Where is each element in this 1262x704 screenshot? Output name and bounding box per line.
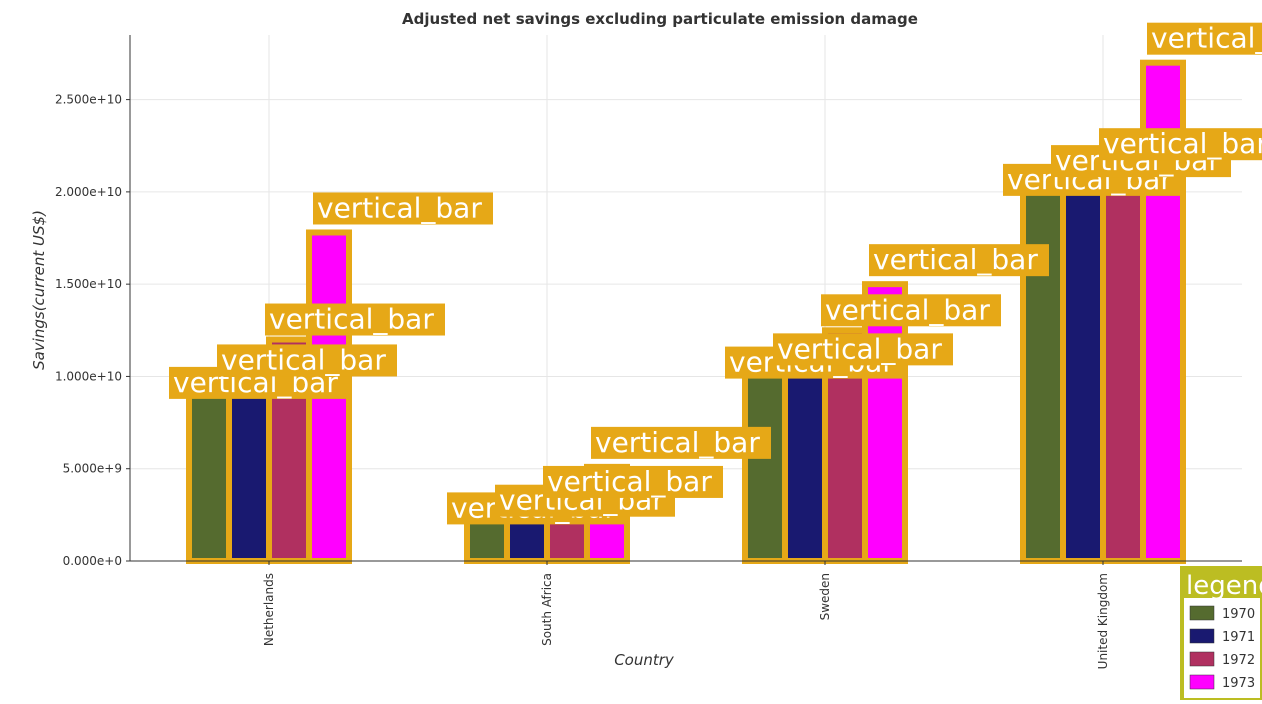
- bar-annotation-box: [217, 344, 397, 377]
- bar: [186, 391, 232, 565]
- legend-swatch: [1189, 605, 1215, 621]
- bar-annotation-label: vertical_bar: [547, 465, 712, 498]
- bar-annotation-box: [1147, 22, 1262, 55]
- bar-annotation-label: vertical_bar: [825, 293, 990, 326]
- bar-annotation-label: vertical_bar: [269, 303, 434, 336]
- bar-annotation-box: [265, 303, 445, 336]
- y-tick-label: 5.000e+9: [63, 462, 122, 476]
- axes-layer: 0.000e+0 5.000e+9 1.000e+10 1.500e+10 2.000e…: [55, 35, 1242, 669]
- bar-annotation-label: vertical_bar: [777, 332, 942, 365]
- bar: [226, 373, 272, 564]
- legend-swatch: [1189, 674, 1215, 690]
- bar-annotation-box: [821, 294, 1001, 327]
- legend: legend 1970 1971 1972 1973: [1180, 566, 1262, 702]
- bar-annotations-layer: vertical_barvertical_barvertical_barvert…: [169, 22, 1262, 525]
- bar-annotation-label: vertical_bar: [1151, 22, 1262, 55]
- y-tick-label: 1.000e+10: [55, 369, 122, 383]
- bar: [464, 517, 510, 564]
- x-tick-label: South Africa: [540, 573, 554, 646]
- bar-annotation-box: [591, 426, 771, 459]
- bar-annotation-label: vertical_bar: [317, 191, 482, 224]
- bar: [862, 281, 908, 564]
- bar-annotation-label: vertical_bar: [873, 243, 1038, 276]
- legend-label: 1971: [1222, 630, 1255, 645]
- bar-annotation-label: vertical_bar: [1103, 127, 1262, 160]
- legend-label: 1970: [1222, 607, 1255, 622]
- bar: [1060, 174, 1106, 564]
- bar: [742, 371, 788, 564]
- y-tick-label: 0.000e+0: [63, 554, 122, 568]
- legend-title-box: [1182, 568, 1262, 598]
- bar-annotation-box: [869, 244, 1049, 277]
- x-tick-label: Sweden: [818, 573, 832, 620]
- legend-swatch: [1189, 651, 1215, 667]
- y-axis-label: Savings(current US$): [30, 210, 48, 370]
- y-tick-label: 1.500e+10: [55, 277, 122, 291]
- bar-annotation-box: [773, 333, 953, 366]
- bar: [782, 362, 828, 564]
- x-axis-label: Country: [614, 651, 675, 669]
- bar-annotation-label: vertical_bar: [595, 426, 760, 459]
- y-tick-label: 2.500e+10: [55, 93, 122, 107]
- bar-annotation-label: vertical_bar: [221, 343, 386, 376]
- bar-annotation-box: [313, 192, 493, 225]
- legend-swatch: [1189, 628, 1215, 644]
- bar-annotation-box: [543, 465, 723, 498]
- x-tick-label: United Kingdom: [1096, 573, 1110, 669]
- x-tick-label: Netherlands: [262, 573, 276, 646]
- chart-title: Adjusted net savings excluding particula…: [402, 10, 918, 28]
- legend-label: 1973: [1222, 676, 1255, 691]
- y-tick-label: 2.000e+10: [55, 185, 122, 199]
- bar-annotation-box: [1099, 128, 1262, 161]
- bar: [1100, 161, 1146, 564]
- legend-label: 1972: [1222, 653, 1255, 668]
- legend-title: legend: [1186, 571, 1262, 601]
